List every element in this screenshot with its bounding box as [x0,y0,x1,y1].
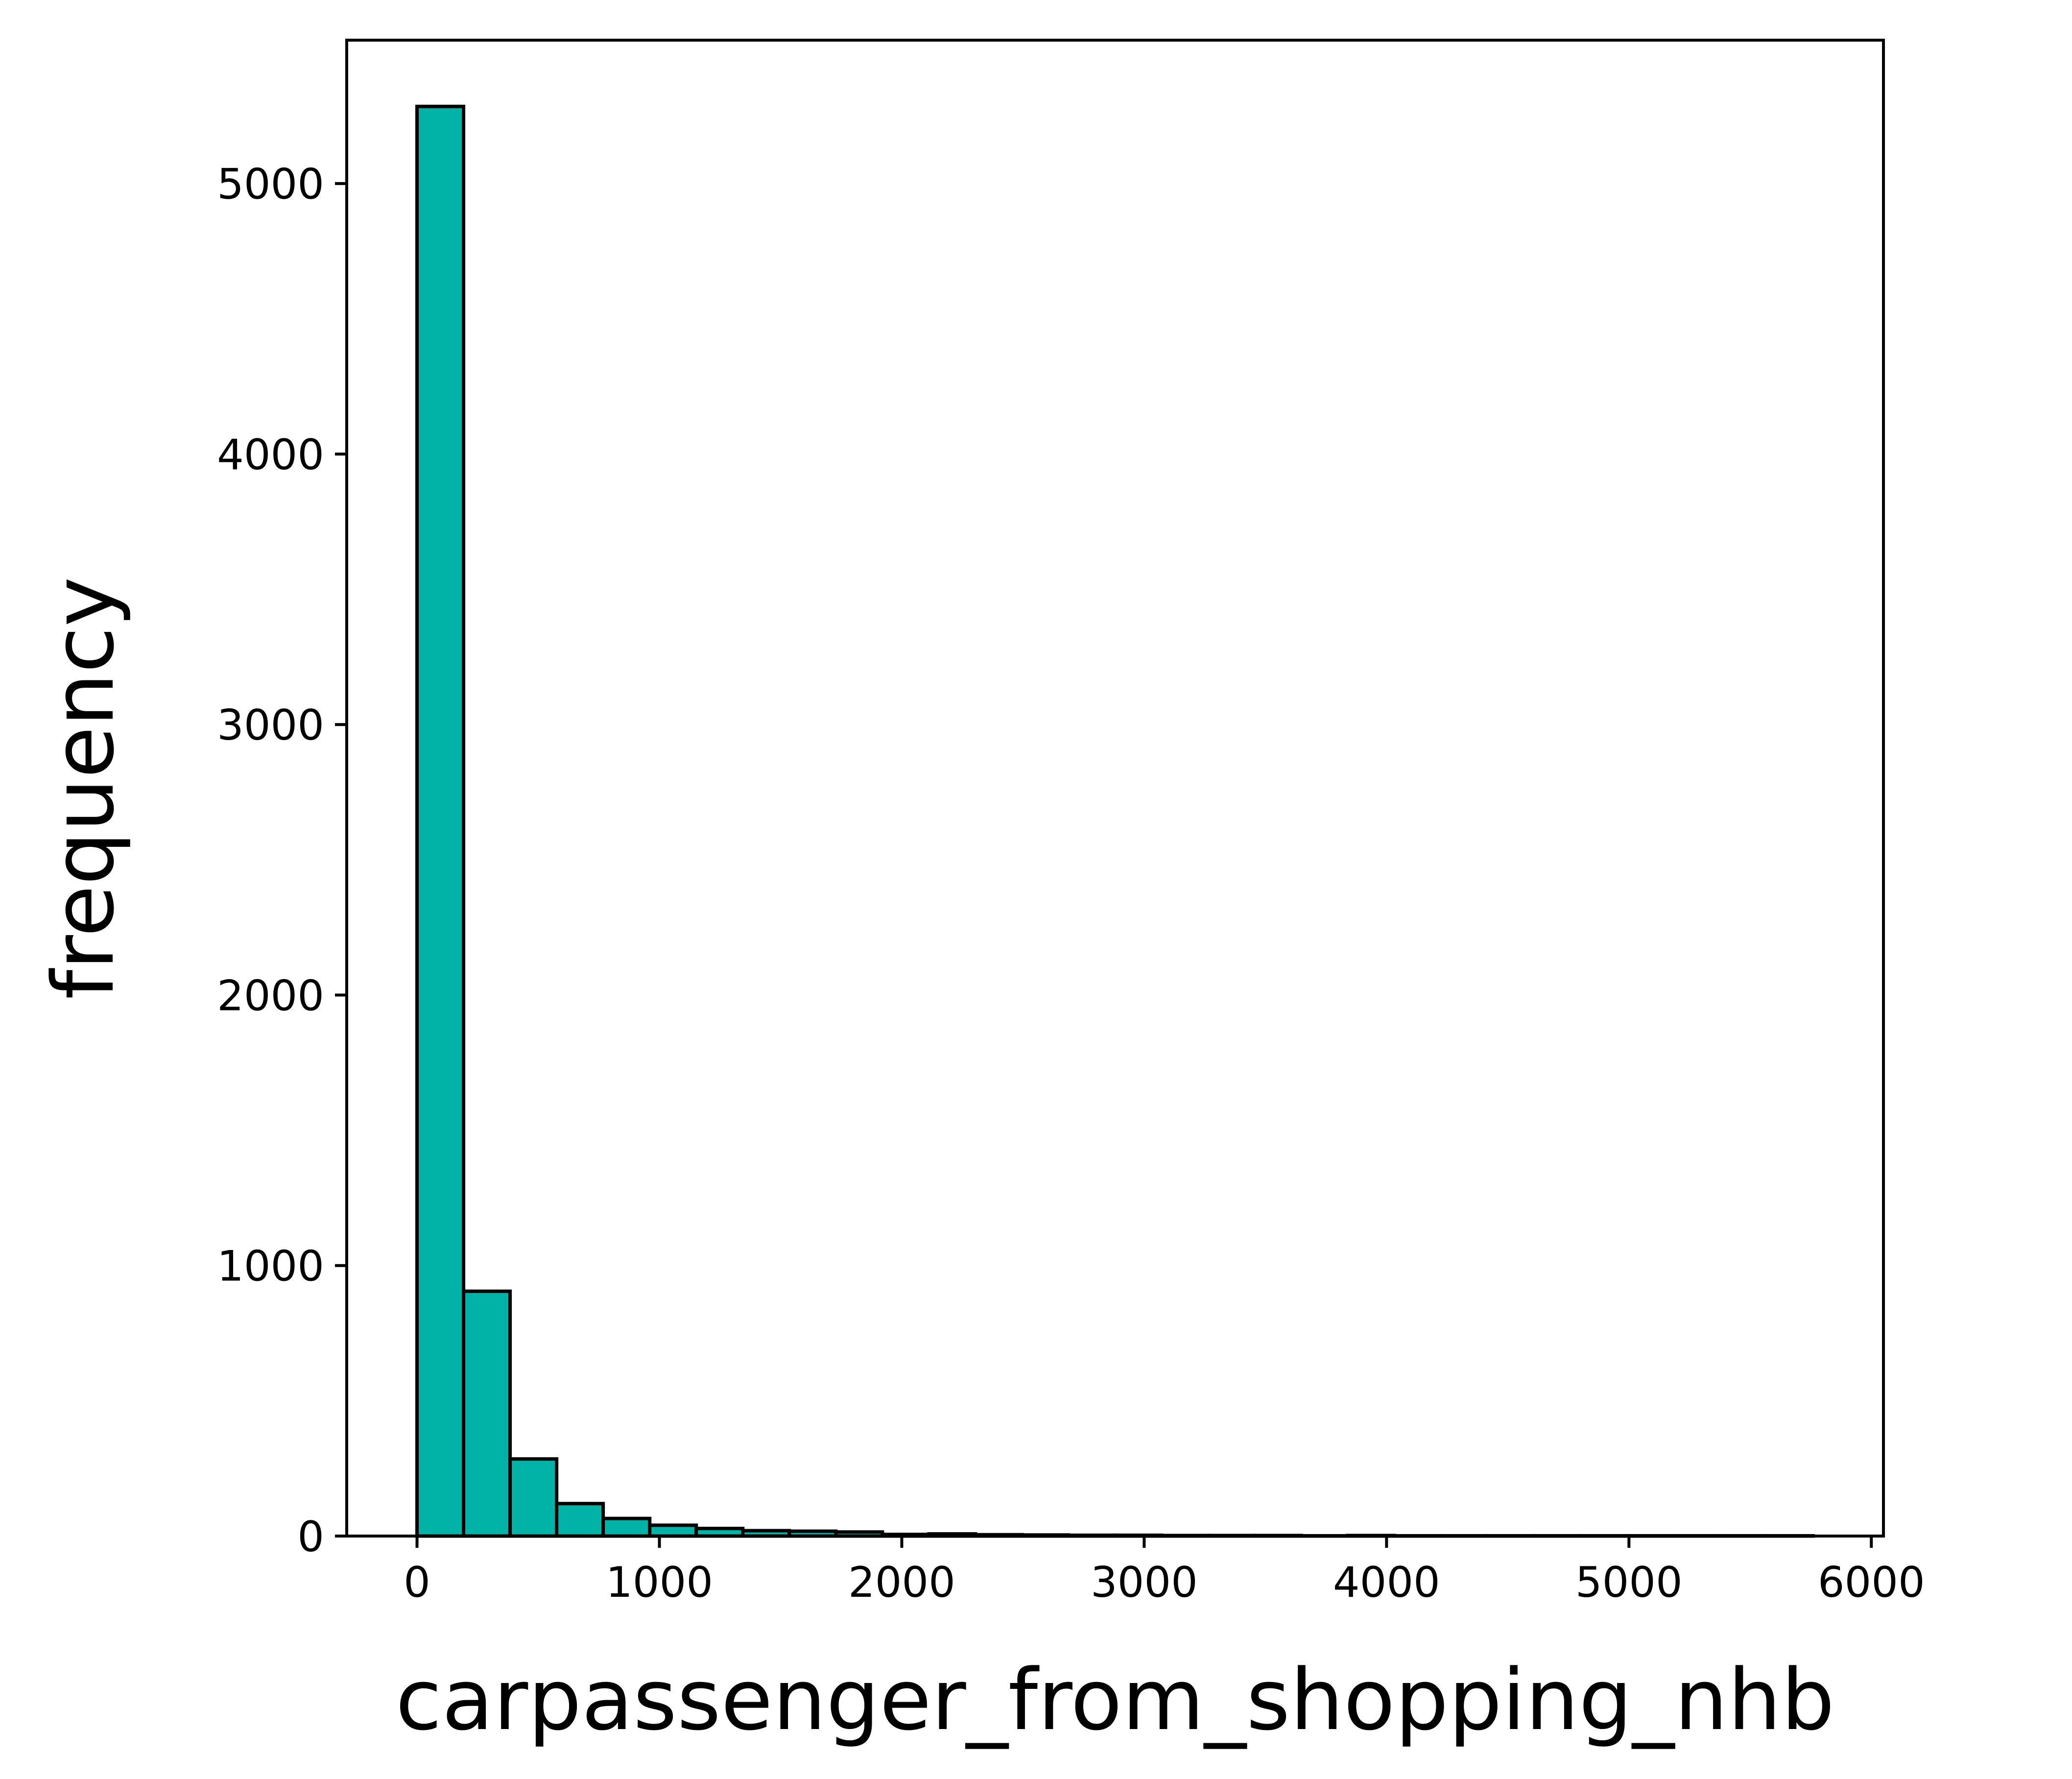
x-tick-label: 0 [404,1558,430,1607]
x-tick-label: 1000 [606,1558,713,1607]
plot-area-frame [345,39,1885,1538]
histogram-bars [415,104,1815,1538]
x-axis-label: carpassenger_from_shopping_nhb [396,1651,1835,1749]
histogram-bar [508,1457,559,1538]
x-axis-ticks: 0 1000 2000 3000 4000 5000 6000 [404,1536,1925,1607]
x-tick-label: 3000 [1091,1558,1198,1607]
histogram-bar [415,104,466,1538]
y-tick-label: 0 [297,1513,324,1562]
x-tick-label: 4000 [1333,1558,1440,1607]
y-tick-label: 5000 [217,160,324,209]
histogram-bar [648,1523,698,1538]
histogram-bar [601,1516,652,1538]
x-tick-label: 5000 [1575,1558,1683,1607]
histogram-bar [555,1502,605,1538]
y-axis-ticks: 0 1000 2000 3000 4000 5000 [217,160,347,1562]
y-tick-label: 3000 [217,701,324,750]
y-axis-label: frequency [34,577,133,1000]
x-tick-label: 6000 [1818,1558,1925,1607]
x-tick-label: 2000 [848,1558,955,1607]
histogram-bar [462,1289,512,1538]
y-tick-label: 1000 [217,1242,324,1291]
y-tick-label: 4000 [217,431,324,480]
y-tick-label: 2000 [217,971,324,1020]
